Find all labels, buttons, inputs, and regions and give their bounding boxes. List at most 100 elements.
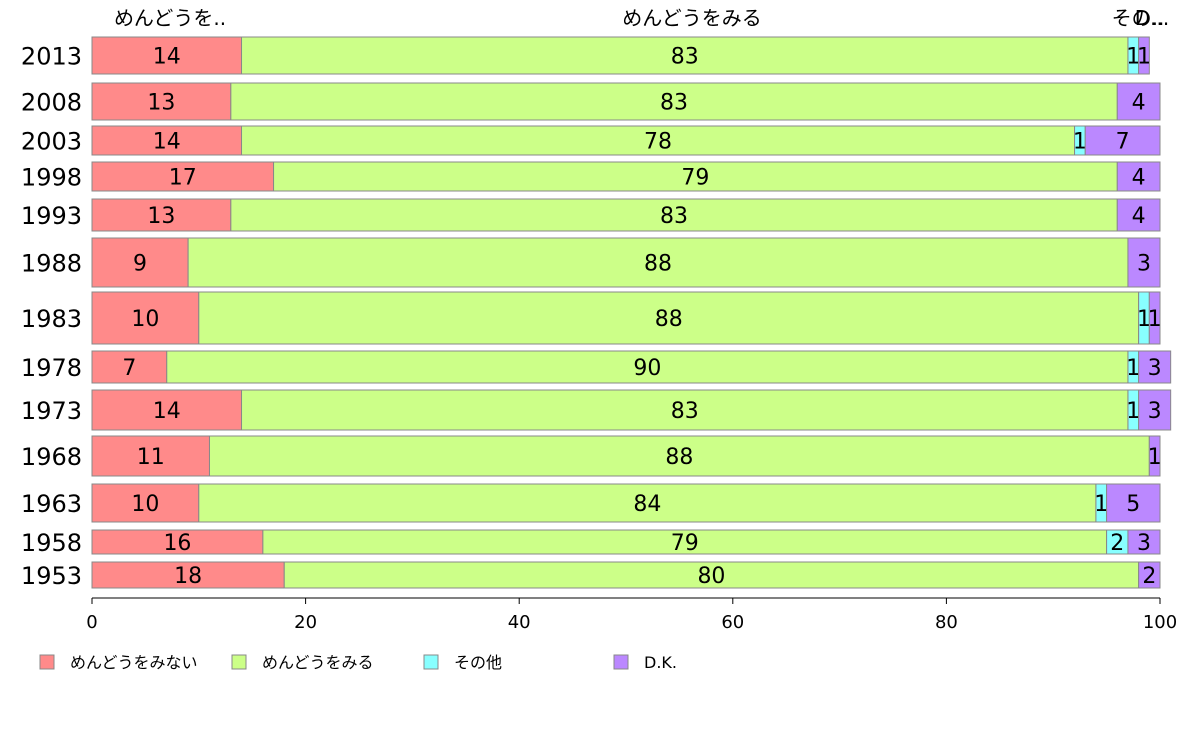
- bar-segment: [91, 36, 243, 75]
- bar-data-label: 4: [1132, 91, 1146, 116]
- bar-data-label: 3: [1148, 356, 1162, 381]
- bar-data-label: 4: [1132, 166, 1146, 191]
- bar-data-label: 1: [1137, 45, 1151, 70]
- bar-segment: [198, 291, 1140, 345]
- bar-data-label: 83: [671, 45, 699, 70]
- legend-label: めんどうをみない: [70, 653, 198, 672]
- bar-segment: [1148, 435, 1161, 477]
- year-label: 1993: [21, 202, 82, 230]
- bar-data-label: 1: [1126, 356, 1140, 381]
- top-label: めんどうをみる: [622, 6, 761, 30]
- bar-data-label: 78: [644, 130, 672, 155]
- bar-segment: [262, 529, 1108, 555]
- bar-segment: [1127, 237, 1161, 288]
- bar-data-label: 79: [681, 166, 709, 191]
- bar-data-label: 16: [163, 531, 191, 556]
- bar-segment: [1138, 350, 1172, 384]
- bar-segment: [166, 350, 1129, 384]
- bar-data-label: 10: [131, 307, 159, 332]
- bar-segment: [230, 198, 1118, 232]
- bar-segment: [241, 36, 1129, 75]
- bar-segment: [1116, 198, 1161, 232]
- bar-data-label: 17: [169, 166, 197, 191]
- bar-segment: [91, 237, 189, 288]
- bar-segment: [1116, 82, 1161, 121]
- bar-data-label: 14: [153, 130, 181, 155]
- x-tick-label: 80: [935, 612, 958, 633]
- bar-data-label: 14: [153, 45, 181, 70]
- bar-data-label: 2: [1110, 531, 1124, 556]
- top-label: その..: [1112, 6, 1165, 30]
- bar-data-label: 14: [153, 399, 181, 424]
- year-label: 1978: [21, 354, 82, 382]
- top-label: めんどうを..: [114, 6, 226, 30]
- bar-data-label: 1: [1137, 307, 1151, 332]
- top-label: D...: [1135, 6, 1169, 30]
- bar-data-label: 88: [665, 445, 693, 470]
- bar-data-label: 10: [131, 492, 159, 517]
- legend-swatch: [39, 654, 55, 670]
- bar-segment: [1138, 389, 1172, 431]
- bar-data-label: 83: [671, 399, 699, 424]
- bar-data-label: 3: [1137, 252, 1151, 277]
- bar-segment: [1116, 161, 1161, 192]
- legend-label: その他: [454, 653, 502, 672]
- year-label: 1953: [21, 562, 82, 590]
- bar-data-label: 1: [1148, 445, 1162, 470]
- year-label: 1988: [21, 250, 82, 278]
- bar-segment: [1138, 561, 1161, 589]
- legend-swatch: [231, 654, 247, 670]
- bar-segment: [91, 291, 200, 345]
- year-label: 1973: [21, 397, 82, 425]
- bar-segment: [1084, 125, 1161, 156]
- bar-data-label: 3: [1137, 531, 1151, 556]
- year-label: 2008: [21, 89, 82, 117]
- x-tick-label: 100: [1143, 612, 1177, 633]
- x-tick-label: 20: [294, 612, 317, 633]
- bar-data-label: 1: [1126, 399, 1140, 424]
- bar-data-label: 90: [633, 356, 661, 381]
- bar-data-label: 9: [133, 252, 147, 277]
- legend-swatch: [613, 654, 629, 670]
- year-label: 1983: [21, 305, 82, 333]
- bar-data-label: 5: [1126, 492, 1140, 517]
- bar-segment: [283, 561, 1140, 589]
- bar-data-label: 1: [1126, 45, 1140, 70]
- bar-data-label: 11: [137, 445, 165, 470]
- year-label: 1998: [21, 164, 82, 192]
- year-label: 2013: [21, 43, 82, 71]
- bar-data-label: 88: [644, 252, 672, 277]
- bar-segment: [208, 435, 1150, 477]
- x-tick-label: 40: [508, 612, 531, 633]
- x-tick-label: 60: [721, 612, 744, 633]
- year-label: 1963: [21, 490, 82, 518]
- bar-data-label: 2: [1142, 564, 1156, 589]
- bar-segment: [1106, 483, 1161, 523]
- bar-data-label: 7: [122, 356, 136, 381]
- year-label: 2003: [21, 128, 82, 156]
- bar-segment: [91, 435, 210, 477]
- top-category-labels: めんどうを.. めんどうをみる その..D...: [114, 6, 1169, 30]
- bar-segment: [91, 350, 168, 384]
- year-labels: 2013 2008 2003 1998 1993 1988 1983 1978 1973 1968…: [21, 43, 82, 591]
- bar-segment: [91, 125, 243, 156]
- legend-swatch: [423, 654, 439, 670]
- bar-data-label: 13: [147, 204, 175, 229]
- bar-data-label: 7: [1116, 130, 1130, 155]
- bar-segment: [273, 161, 1118, 192]
- bar-segment: [1127, 529, 1161, 555]
- year-label: 1958: [21, 529, 82, 557]
- bar-segment: [91, 389, 243, 431]
- bar-data-label: 1: [1073, 130, 1087, 155]
- legend: めんどうをみない めんどうをみる その他 D.K.: [39, 653, 677, 672]
- bar-data-label: 18: [174, 564, 202, 589]
- bar-data-label: 3: [1148, 399, 1162, 424]
- year-label: 1968: [21, 443, 82, 471]
- bar-data-label: 83: [660, 204, 688, 229]
- bar-segment: [187, 237, 1129, 288]
- bar-data-label: 13: [147, 91, 175, 116]
- bar-segment: [1148, 291, 1161, 345]
- bar-data-label: 80: [697, 564, 725, 589]
